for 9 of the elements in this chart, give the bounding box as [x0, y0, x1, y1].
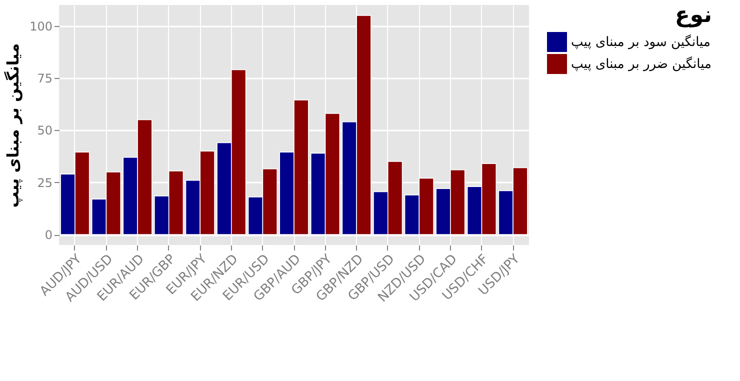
y-tick-label: 100	[30, 19, 52, 34]
y-tick-label: 25	[37, 176, 52, 190]
y-axis-title: میانگین بر مبنای پیپ	[4, 43, 23, 208]
y-tick-label: 0	[44, 228, 52, 242]
legend-label: میانگین ضرر بر مبنای پیپ	[571, 56, 712, 72]
legend-title: نوع	[674, 3, 712, 28]
legend-label: میانگین سود بر مبنای پیپ	[571, 34, 710, 50]
y-tick-label: 75	[37, 72, 52, 86]
y-tick-label: 50	[37, 124, 52, 138]
